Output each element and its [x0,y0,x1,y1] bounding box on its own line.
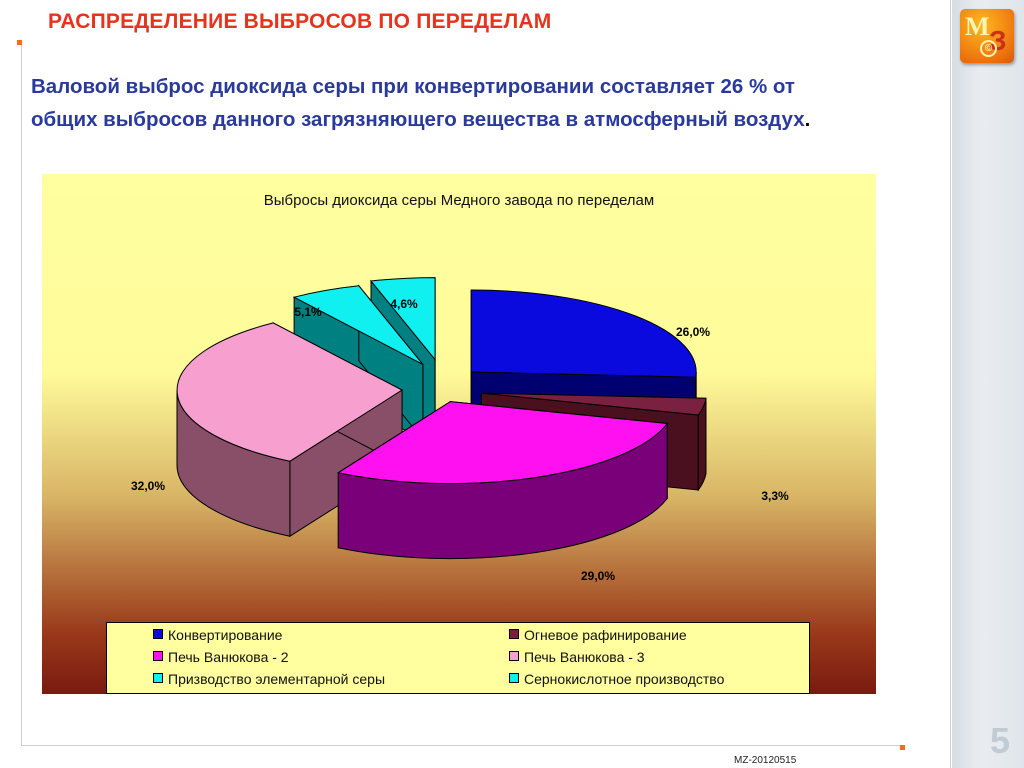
pie-chart: 26,0% 3,3% 29,0% 32,0% 5,1% 4,6% [42,174,876,614]
frame-line-left [21,45,22,745]
legend-item: Печь Ванюкова - 2 [153,649,289,665]
legend-label: Конвертирование [168,627,282,643]
subtitle-period: . [805,108,811,131]
footer-code: MZ-20120515 [734,755,796,766]
right-decor-band [952,0,1024,768]
subtitle-line-2: общих выбросов данного загрязняющего вещ… [31,103,931,136]
subtitle-line-1: Валовой выброс диоксида серы при конверт… [31,70,931,103]
chart-title: Выбросы диоксида серы Медного завода по … [42,192,876,209]
logo-copyright-icon: © [980,40,997,57]
slide-subtitle: Валовой выброс диоксида серы при конверт… [31,70,931,136]
pie-data-label-3: 32,0% [131,479,165,493]
chart-legend: Конвертирование Огневое рафинирование Печь… [106,622,810,694]
legend-label: Огневое рафинирование [524,627,687,643]
legend-swatch [509,629,519,639]
logo-letter-m: М [965,12,990,42]
legend-swatch [153,673,163,683]
orange-bullet-bottom [900,745,905,750]
pie-data-label-2: 29,0% [581,569,615,583]
pie-data-label-5: 4,6% [390,297,418,311]
subtitle-line-2-text: общих выбросов данного загрязняющего вещ… [31,108,805,131]
legend-item: Сернокислотное производство [509,671,724,687]
legend-item: Огневое рафинирование [509,627,687,643]
chart-area: 26,0% 3,3% 29,0% 32,0% 5,1% 4,6% Выбросы диок… [42,174,876,694]
pie-data-label-1: 3,3% [761,489,789,503]
legend-item: Печь Ванюкова - 3 [509,649,645,665]
legend-label: Печь Ванюкова - 2 [168,649,289,665]
pie-data-label-0: 26,0% [676,325,710,339]
frame-line-bottom [21,745,901,746]
legend-swatch [153,629,163,639]
page-number: 5 [990,720,1010,762]
pie-slice-0 [471,290,696,377]
orange-bullet-top [17,40,22,45]
slide-title: РАСПРЕДЕЛЕНИЕ ВЫБРОСОВ ПО ПЕРЕДЕЛАМ [48,10,551,34]
legend-swatch [509,651,519,661]
legend-label: Печь Ванюкова - 3 [524,649,645,665]
pie-data-label-4: 5,1% [294,305,322,319]
legend-item: Конвертирование [153,627,282,643]
legend-label: Сернокислотное производство [524,671,724,687]
legend-label: Призводство элементарной серы [168,671,385,687]
legend-swatch [153,651,163,661]
legend-item: Призводство элементарной серы [153,671,385,687]
frame-line-right [950,0,951,768]
legend-swatch [509,673,519,683]
company-logo: М З © [960,9,1014,63]
